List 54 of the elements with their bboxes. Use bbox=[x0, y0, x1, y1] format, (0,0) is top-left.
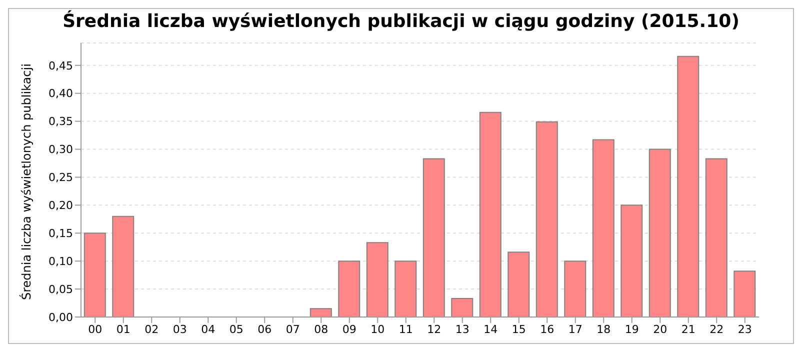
bar bbox=[310, 308, 332, 317]
y-tick-label: 0,05 bbox=[48, 282, 73, 296]
x-tick-label: 00 bbox=[88, 322, 102, 336]
bar bbox=[451, 298, 474, 317]
x-tick-label: 01 bbox=[116, 322, 130, 336]
y-tick-label: 0,30 bbox=[48, 143, 73, 156]
bar bbox=[479, 112, 502, 317]
x-tick-label: 10 bbox=[370, 322, 385, 336]
bar bbox=[394, 260, 417, 317]
x-tick-label: 12 bbox=[427, 322, 442, 336]
x-tick-label: 13 bbox=[455, 322, 470, 336]
x-tick-label: 04 bbox=[201, 322, 216, 336]
bar bbox=[677, 56, 700, 317]
bar bbox=[734, 270, 756, 317]
bar bbox=[112, 216, 134, 317]
y-tick-label: 0,45 bbox=[48, 59, 73, 72]
x-tick-label: 21 bbox=[681, 322, 696, 336]
y-tick-label: 0,15 bbox=[48, 227, 73, 240]
x-tick-label: 17 bbox=[568, 322, 582, 336]
y-tick-label: 0,25 bbox=[48, 171, 73, 184]
x-tick-label: 02 bbox=[144, 322, 159, 336]
x-tick-label: 22 bbox=[710, 322, 724, 336]
bar bbox=[338, 260, 360, 317]
x-tick-label: 16 bbox=[540, 322, 554, 336]
bar bbox=[508, 252, 530, 317]
x-tick-label: 05 bbox=[229, 322, 244, 336]
chart-title: Średnia liczba wyświetlonych publikacji w ciągu godziny (2015.10) bbox=[62, 11, 740, 34]
x-tick-label: 07 bbox=[286, 322, 300, 336]
x-tick-label: 11 bbox=[398, 322, 413, 336]
y-tick-label: 0,40 bbox=[48, 87, 73, 100]
y-tick-label: 0,10 bbox=[48, 254, 73, 268]
x-tick-label: 06 bbox=[258, 322, 272, 336]
x-tick-label: 19 bbox=[624, 322, 639, 336]
x-tick-label: 23 bbox=[738, 322, 752, 336]
x-tick-label: 15 bbox=[512, 322, 526, 336]
x-tick-label: 14 bbox=[484, 322, 498, 336]
y-tick-label: 0,35 bbox=[48, 115, 73, 128]
bar bbox=[84, 232, 106, 317]
bar bbox=[620, 204, 643, 317]
y-axis-title: Średnia liczba wyświetlonych publikacji bbox=[18, 64, 34, 300]
y-tick-label: 0,00 bbox=[48, 310, 73, 324]
x-tick-label: 03 bbox=[172, 322, 187, 336]
bar bbox=[648, 148, 671, 317]
bar bbox=[536, 121, 558, 317]
x-tick-label: 09 bbox=[342, 322, 356, 336]
bar bbox=[705, 158, 728, 317]
x-tick-label: 20 bbox=[653, 322, 668, 336]
x-tick-label: 08 bbox=[314, 322, 328, 336]
x-tick-label: 18 bbox=[596, 322, 611, 336]
bar bbox=[366, 242, 388, 317]
bar bbox=[422, 158, 445, 317]
bar bbox=[564, 260, 586, 317]
bar bbox=[592, 139, 614, 317]
y-tick-label: 0,20 bbox=[48, 199, 73, 212]
